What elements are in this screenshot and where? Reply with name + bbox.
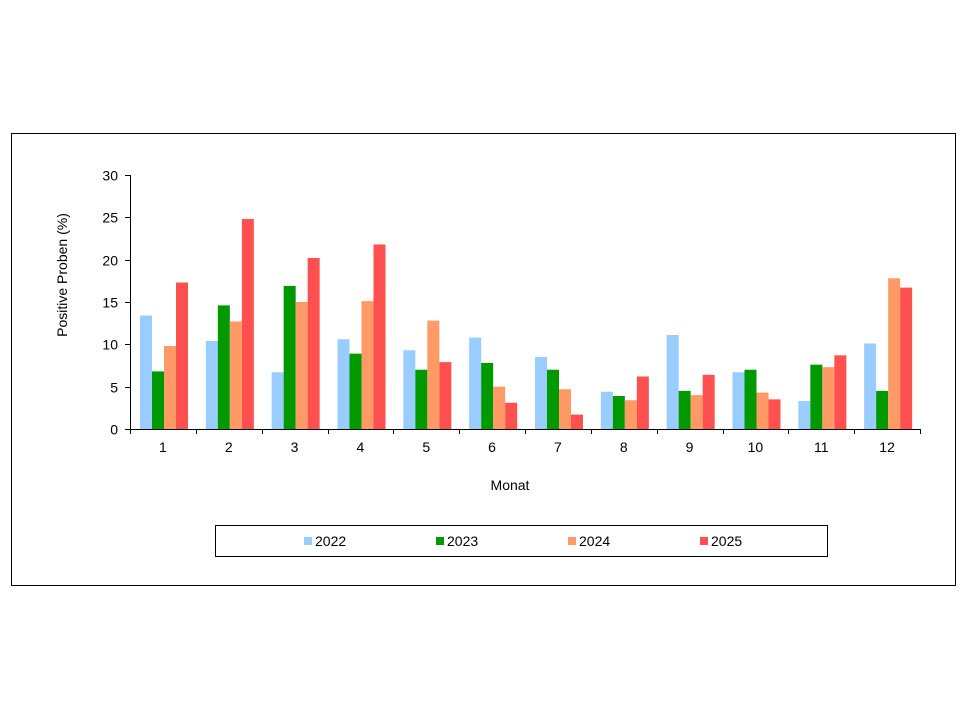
bar-2025-month-10 (768, 399, 781, 429)
bar-2022-month-2 (205, 340, 218, 429)
x-tick-label: 6 (488, 439, 496, 455)
bar-2023-month-12 (876, 390, 889, 429)
bar-2022-month-9 (666, 335, 679, 429)
y-tick-label: 10 (102, 337, 118, 353)
bar-2025-month-12 (900, 287, 913, 429)
x-tick-label: 12 (879, 439, 895, 455)
bar-2024-month-6 (493, 386, 506, 429)
legend-swatch-2022 (304, 537, 312, 545)
bar-2025-month-9 (702, 374, 715, 429)
bar-2025-month-6 (505, 402, 518, 429)
bar-2025-month-5 (439, 362, 452, 429)
bar-2023-month-4 (349, 353, 362, 429)
bar-2025-month-8 (636, 376, 649, 429)
bar-2022-month-3 (271, 372, 284, 429)
bar-2025-month-4 (373, 244, 386, 429)
x-tick-label: 4 (357, 439, 365, 455)
bar-2024-month-3 (295, 302, 308, 429)
bar-2022-month-7 (535, 357, 547, 429)
bar-2025-month-7 (571, 414, 583, 429)
legend-swatch-2024 (568, 537, 576, 545)
x-tick-label: 2 (225, 439, 233, 455)
bar-2024-month-2 (229, 321, 242, 429)
y-tick-label: 15 (102, 295, 118, 311)
bar-2022-month-12 (864, 343, 877, 429)
x-tick-label: 9 (686, 439, 694, 455)
bar-2022-month-5 (403, 350, 416, 429)
x-tick-label: 7 (554, 439, 562, 455)
legend: 2022 2023 2024 2025 (215, 525, 828, 557)
legend-label-2022: 2022 (315, 533, 346, 549)
bar-2022-month-6 (469, 337, 482, 429)
bar-2024-month-1 (164, 346, 176, 429)
x-tick-label: 5 (422, 439, 430, 455)
bars-group (140, 219, 913, 429)
legend-swatch-2025 (700, 537, 708, 545)
legend-box (215, 525, 828, 557)
legend-label-2024: 2024 (579, 533, 610, 549)
bar-2023-month-7 (547, 369, 559, 429)
bar-2023-month-1 (152, 371, 164, 429)
y-tick-label: 30 (102, 168, 118, 184)
bar-2025-month-1 (176, 282, 188, 429)
y-tick-label: 5 (110, 380, 118, 396)
bar-2022-month-4 (337, 339, 350, 429)
bar-2023-month-5 (415, 369, 428, 429)
bar-2024-month-7 (559, 389, 571, 429)
x-tick-label: 1 (159, 439, 167, 455)
bar-2023-month-10 (744, 369, 757, 429)
x-tick-label: 11 (814, 439, 829, 455)
bar-2023-month-8 (612, 395, 625, 429)
legend-label-2023: 2023 (447, 533, 478, 549)
bar-2022-month-10 (732, 372, 745, 429)
legend-label-2025: 2025 (711, 533, 742, 549)
bar-2024-month-12 (888, 278, 901, 429)
x-axis-title: Monat (491, 477, 530, 493)
y-tick-label: 0 (110, 422, 118, 438)
bar-2022-month-8 (600, 391, 613, 429)
bar-2024-month-10 (756, 392, 769, 429)
bar-2024-month-8 (624, 400, 637, 429)
bar-2024-month-9 (690, 395, 703, 429)
x-tick-label: 3 (291, 439, 299, 455)
bar-2023-month-2 (217, 305, 230, 429)
bar-2023-month-9 (678, 390, 691, 429)
x-tick-label: 8 (620, 439, 628, 455)
legend-swatch-2023 (436, 537, 444, 545)
y-tick-label: 20 (102, 253, 118, 269)
bar-2024-month-11 (822, 367, 835, 429)
bar-2023-month-6 (481, 362, 494, 429)
bar-2023-month-3 (283, 285, 296, 429)
bar-2025-month-11 (834, 355, 847, 429)
bar-2024-month-4 (361, 301, 374, 429)
bar-2025-month-3 (307, 257, 320, 429)
bar-2022-month-1 (140, 315, 152, 429)
bar-2025-month-2 (241, 219, 254, 429)
y-axis-title: Positive Proben (%) (54, 213, 70, 337)
bar-2022-month-11 (798, 401, 811, 429)
x-tick-label: 10 (748, 439, 764, 455)
y-tick-label: 25 (102, 210, 118, 226)
bar-2023-month-11 (810, 364, 823, 429)
bar-2024-month-5 (427, 320, 440, 429)
